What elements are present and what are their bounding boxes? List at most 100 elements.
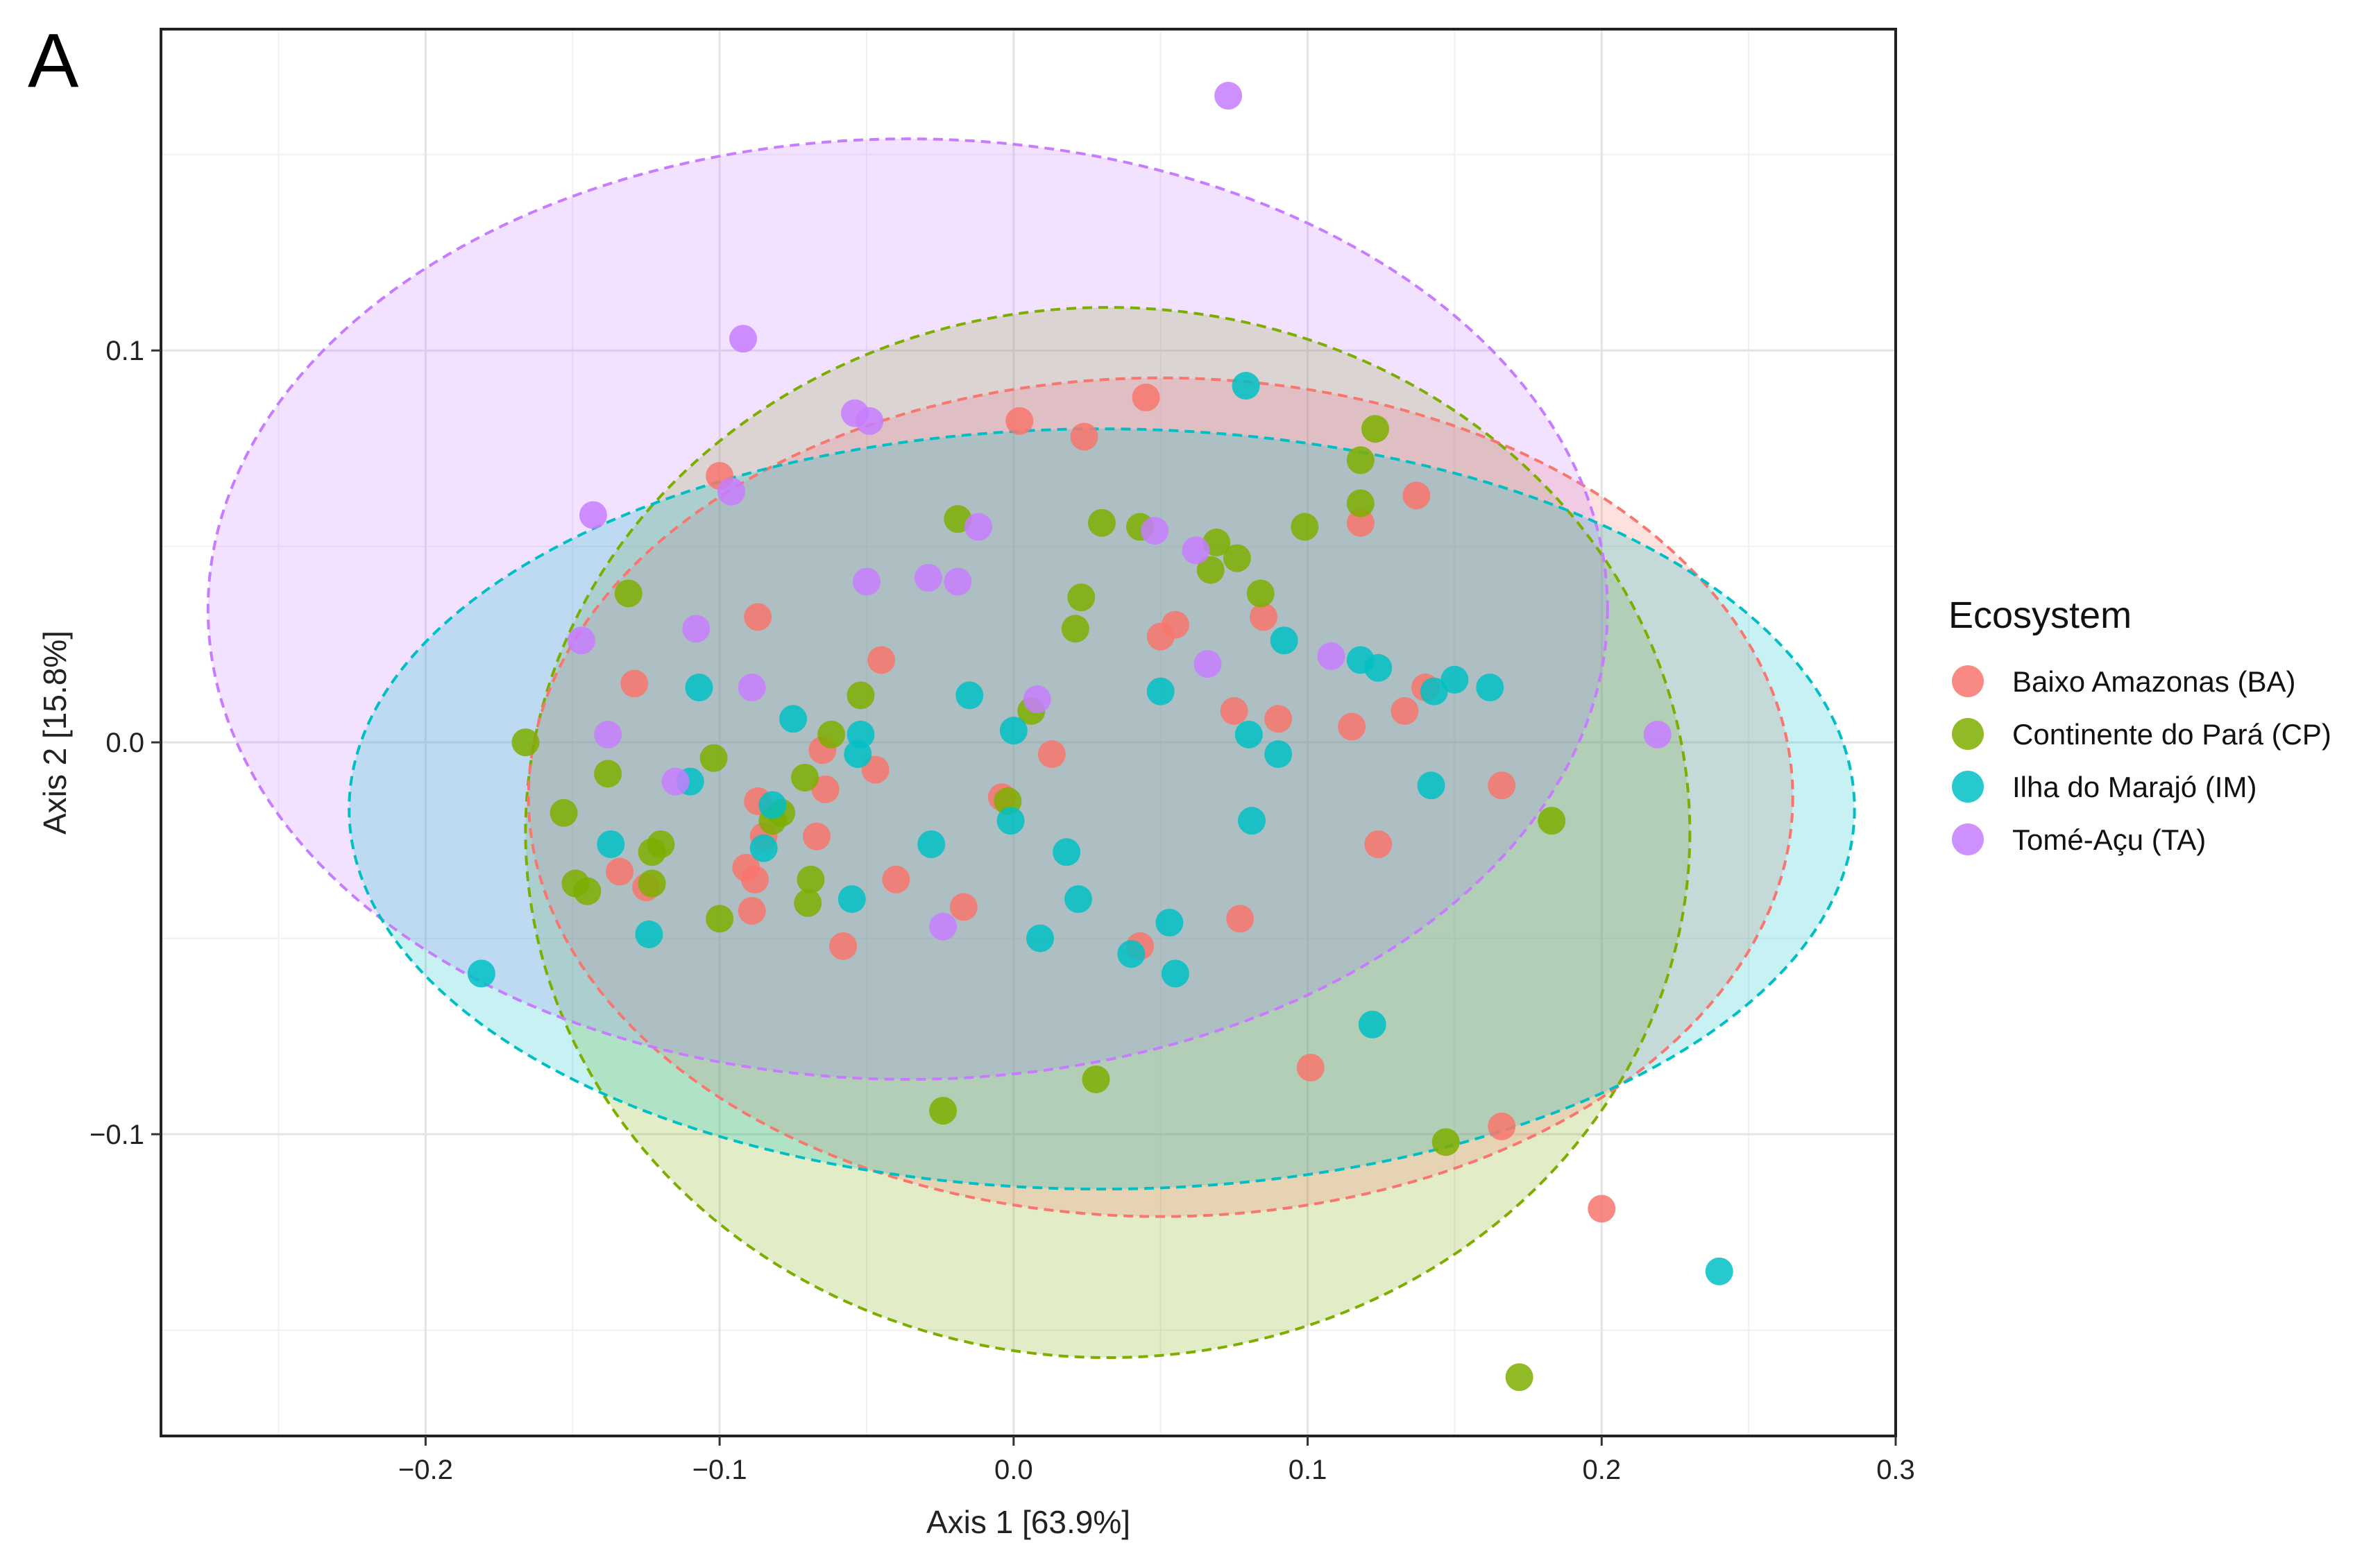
legend-title: Ecosystem bbox=[1948, 595, 2132, 636]
y-axis-title: Axis 2 [15.8%] bbox=[37, 631, 73, 835]
data-point bbox=[779, 705, 808, 733]
data-point bbox=[1364, 830, 1393, 858]
data-point bbox=[1146, 677, 1175, 705]
data-point bbox=[579, 501, 607, 529]
x-tick-label: 0.2 bbox=[1582, 1455, 1621, 1485]
data-point bbox=[758, 791, 787, 819]
grid-lines bbox=[161, 29, 1897, 1436]
data-point bbox=[1291, 513, 1319, 541]
data-point bbox=[550, 798, 578, 827]
x-tick-label: 0.3 bbox=[1876, 1455, 1915, 1485]
data-point bbox=[1005, 407, 1034, 435]
data-point bbox=[847, 681, 875, 710]
data-point bbox=[1037, 740, 1066, 769]
data-point bbox=[1476, 674, 1504, 702]
data-point bbox=[729, 325, 757, 353]
data-point bbox=[829, 932, 858, 960]
data-point bbox=[1705, 1257, 1733, 1285]
y-tick-label: 0.0 bbox=[105, 728, 144, 758]
data-point bbox=[882, 865, 910, 893]
data-point bbox=[1346, 446, 1375, 474]
data-point bbox=[852, 567, 881, 596]
data-point bbox=[1226, 905, 1255, 933]
data-point bbox=[1391, 696, 1419, 725]
data-point bbox=[744, 603, 772, 631]
data-point bbox=[944, 567, 972, 596]
data-point bbox=[1053, 838, 1081, 866]
data-point bbox=[1232, 372, 1260, 400]
confidence-ellipses bbox=[206, 137, 1856, 1360]
data-point bbox=[856, 407, 884, 435]
y-axis: 0.1 0.0 −0.1 bbox=[90, 336, 161, 1150]
data-point bbox=[511, 728, 540, 757]
data-point bbox=[1141, 517, 1169, 545]
data-point bbox=[1364, 653, 1393, 682]
data-point bbox=[740, 865, 769, 893]
data-point bbox=[1238, 807, 1266, 835]
legend-label: Ilha do Marajó (IM) bbox=[2012, 771, 2256, 803]
plot-area bbox=[160, 28, 1897, 1437]
data-point bbox=[1440, 665, 1469, 694]
data-point bbox=[917, 830, 946, 858]
data-point bbox=[699, 744, 728, 772]
data-point bbox=[794, 889, 822, 917]
data-point bbox=[1402, 481, 1431, 510]
data-point bbox=[614, 579, 643, 608]
data-point bbox=[996, 807, 1025, 835]
data-point bbox=[635, 920, 663, 948]
data-point bbox=[606, 857, 634, 886]
data-point bbox=[1132, 384, 1160, 412]
data-point bbox=[1117, 940, 1146, 968]
data-point bbox=[1420, 677, 1448, 705]
data-point bbox=[1220, 696, 1248, 725]
data-point bbox=[620, 669, 649, 698]
ellipse-fill bbox=[207, 139, 1608, 1079]
legend: Ecosystem Baixo Amazonas (BA) Continente … bbox=[1948, 595, 2331, 856]
data-point bbox=[706, 905, 734, 933]
data-point bbox=[838, 885, 866, 914]
data-point bbox=[1361, 415, 1389, 443]
data-point bbox=[811, 775, 840, 803]
x-tick-label: 0.1 bbox=[1289, 1455, 1327, 1485]
data-point bbox=[1146, 622, 1175, 651]
data-point bbox=[1196, 556, 1225, 584]
ellipse-outline bbox=[527, 376, 1794, 1218]
data-point bbox=[1155, 908, 1184, 937]
data-point bbox=[1214, 82, 1243, 110]
data-point bbox=[914, 563, 942, 592]
data-point bbox=[638, 869, 666, 898]
data-point bbox=[1296, 1053, 1325, 1081]
sample-points bbox=[467, 82, 1733, 1392]
data-point bbox=[949, 893, 978, 921]
ellipse-fill bbox=[528, 377, 1793, 1217]
data-point bbox=[867, 646, 896, 674]
data-point bbox=[1023, 685, 1051, 713]
data-point bbox=[594, 760, 622, 788]
data-point bbox=[1193, 650, 1222, 678]
data-point bbox=[1223, 544, 1251, 572]
legend-swatch bbox=[1952, 823, 1984, 855]
x-tick-label: −0.1 bbox=[692, 1455, 747, 1485]
data-point bbox=[1488, 1112, 1516, 1140]
data-point bbox=[1161, 959, 1189, 988]
data-point bbox=[1182, 536, 1210, 565]
data-point bbox=[638, 838, 666, 866]
data-point bbox=[1026, 924, 1054, 952]
x-tick-label: 0.0 bbox=[994, 1455, 1033, 1485]
panel-label: A bbox=[28, 18, 79, 103]
ellipse-outline bbox=[524, 306, 1692, 1360]
data-point bbox=[1270, 626, 1298, 655]
data-point bbox=[661, 767, 690, 796]
legend-label: Continente do Pará (CP) bbox=[2012, 718, 2331, 751]
x-tick-label: −0.2 bbox=[398, 1455, 453, 1485]
data-point bbox=[1538, 807, 1566, 835]
data-point bbox=[929, 1097, 958, 1125]
data-point bbox=[1317, 642, 1345, 670]
data-point bbox=[1588, 1195, 1616, 1223]
data-point bbox=[1417, 771, 1445, 800]
data-point bbox=[1643, 720, 1672, 749]
legend-label: Baixo Amazonas (BA) bbox=[2012, 665, 2296, 698]
data-point bbox=[1346, 489, 1375, 518]
legend-swatch bbox=[1952, 665, 1984, 697]
data-point bbox=[567, 626, 595, 655]
